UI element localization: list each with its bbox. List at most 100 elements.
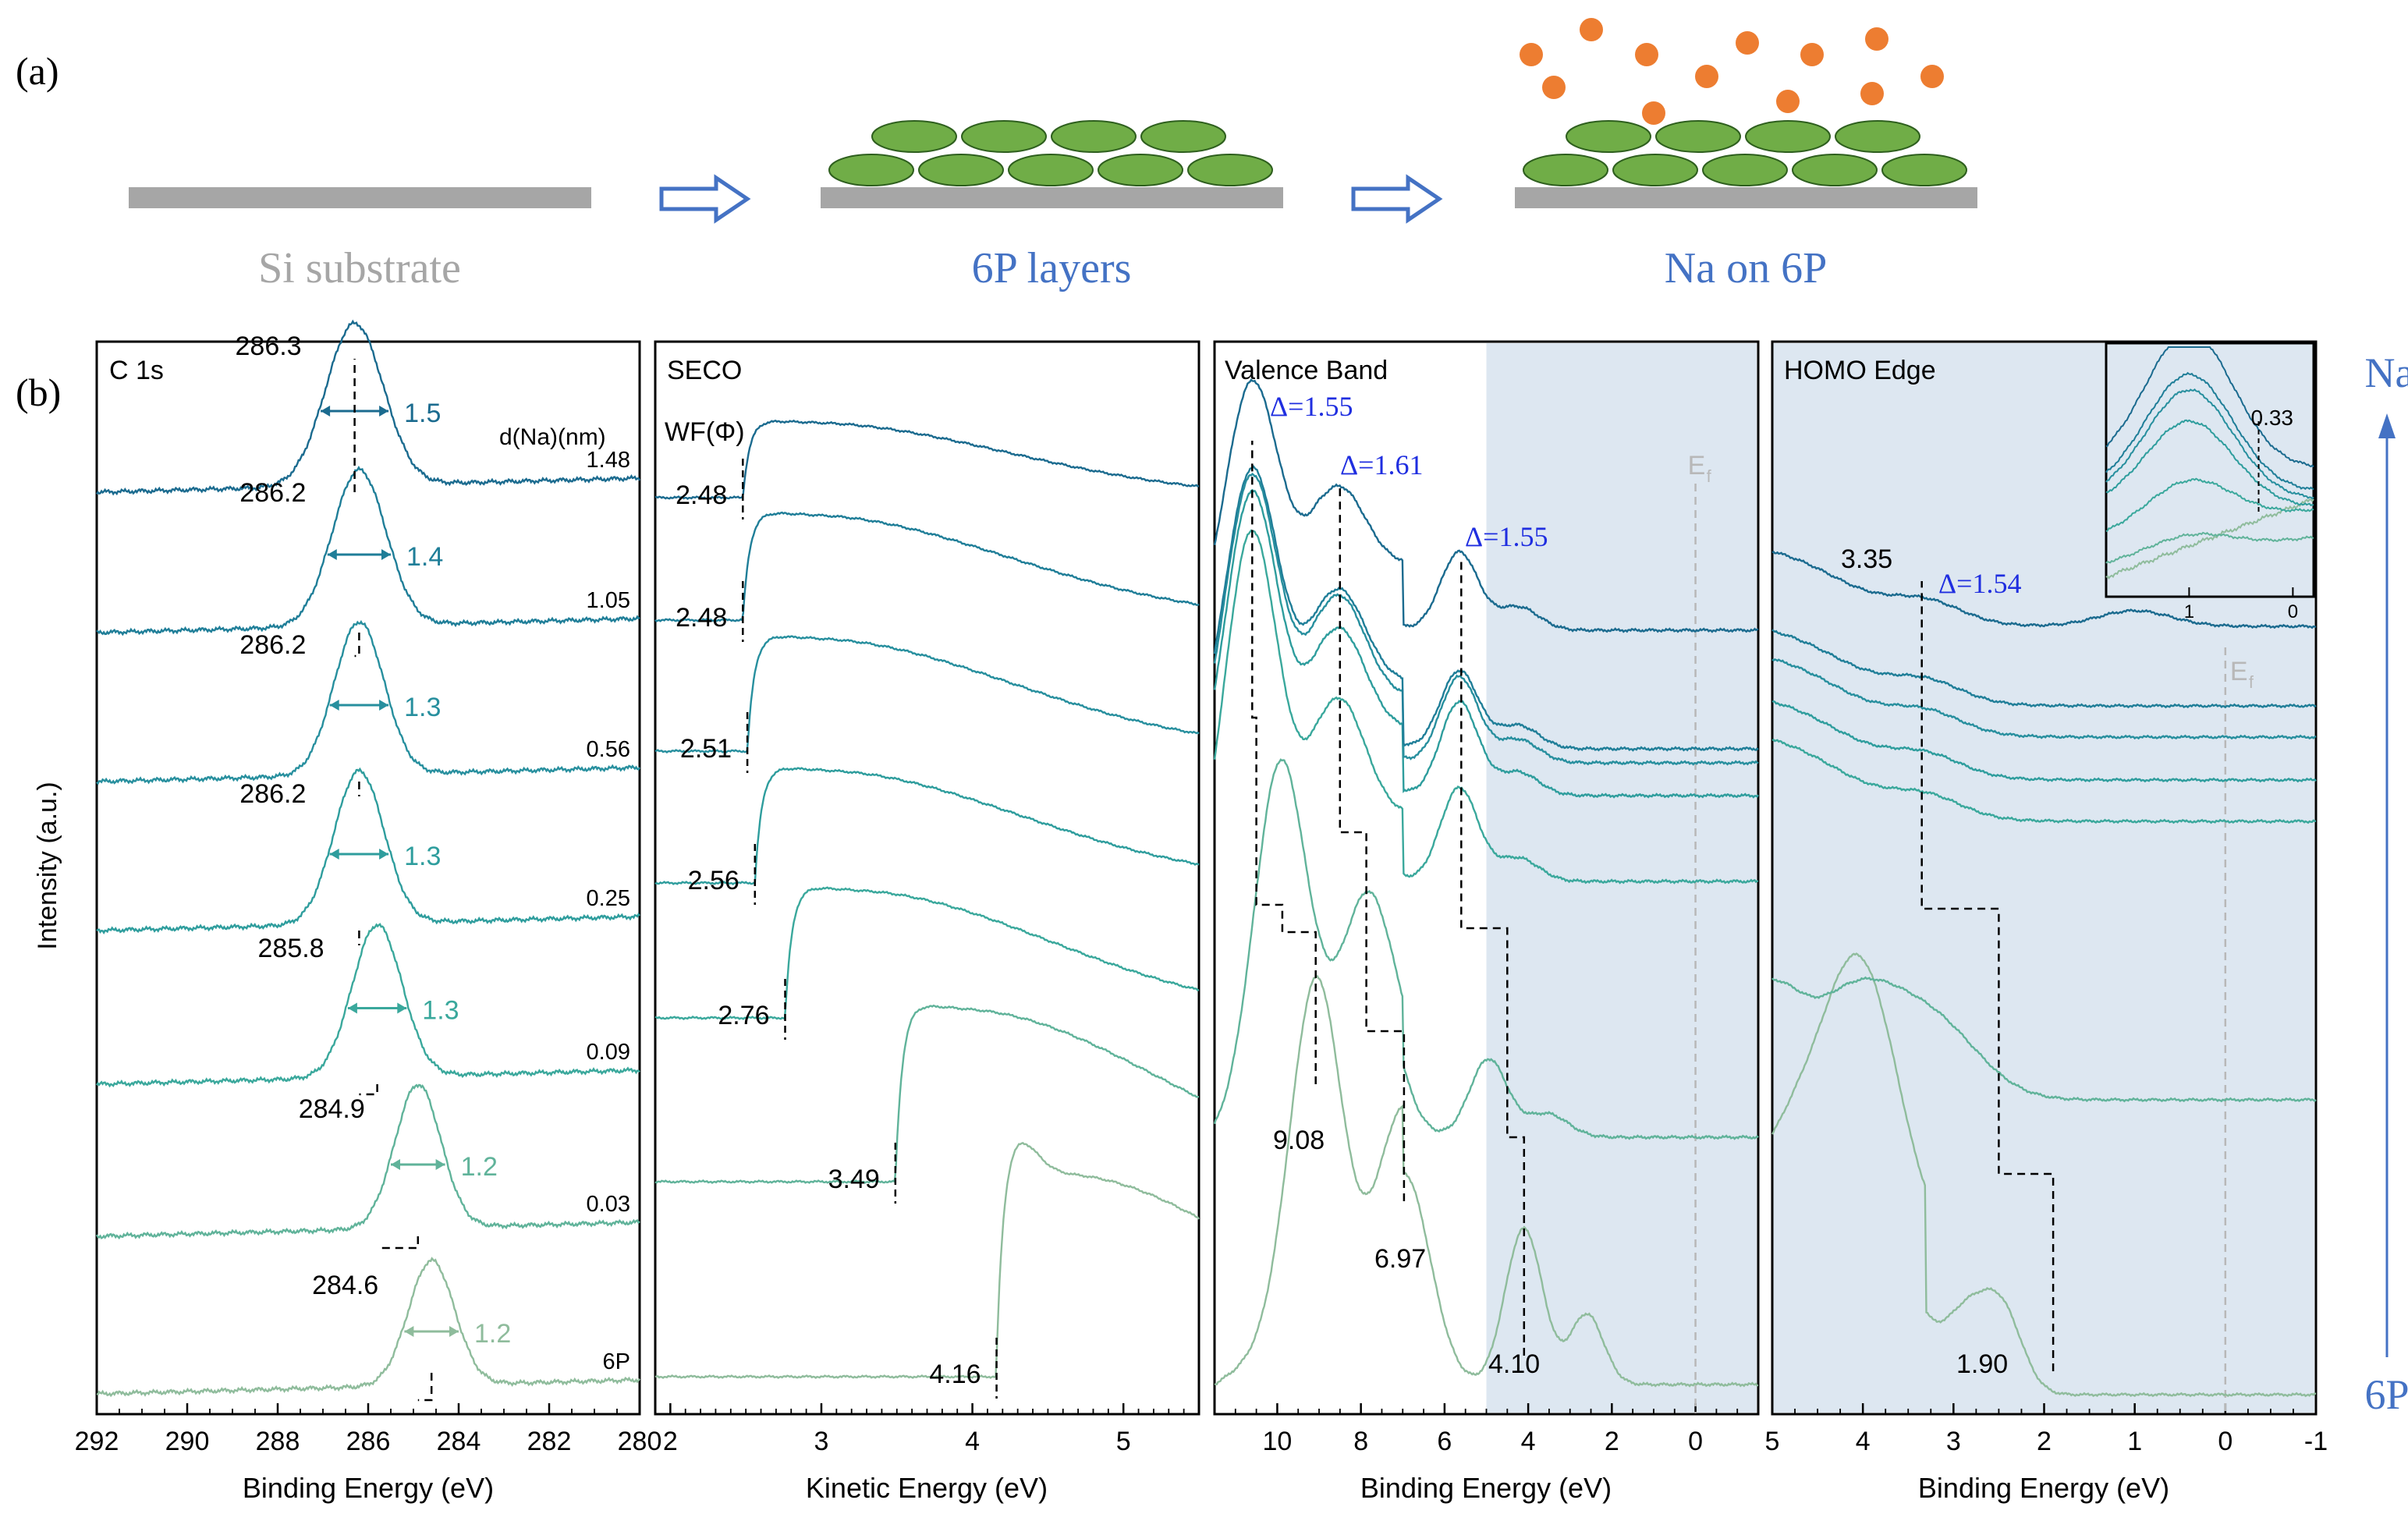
valence-delta-label: Δ=1.55	[1270, 391, 1353, 422]
valence-series-1.48	[1213, 378, 1759, 633]
homo-series-0.56	[1771, 658, 2317, 740]
molecule-ellipse	[1835, 120, 1920, 153]
valence-series-0.03	[1213, 758, 1759, 1140]
c1s-frame	[95, 340, 641, 1416]
x-tick-label: 8	[1353, 1427, 1368, 1456]
homo-edge-label: 1.90	[1956, 1349, 2008, 1379]
c1s-annotations: 6P 284.6 1.2 0.03 284.9 1.2 0.09 285.8 1.3 0.25 28…	[236, 332, 630, 1402]
x-tick-label: 286	[346, 1427, 391, 1456]
sodium-atoms	[1520, 18, 1944, 125]
inset-series-6P	[2105, 498, 2314, 580]
c1s-peak-label: 284.6	[312, 1271, 378, 1300]
x-tick-label: 2	[663, 1427, 678, 1456]
x-tick-label: 0	[2218, 1427, 2232, 1456]
y-axis-label: Intensity (a.u.)	[33, 782, 62, 949]
molecule-ellipse	[1881, 154, 1967, 186]
c1s-fwhm-label: 1.3	[422, 996, 459, 1026]
molecule-ellipse	[961, 120, 1047, 153]
valence-curves	[1213, 378, 1759, 1388]
inset-tick-label: 0	[2288, 601, 2298, 622]
seco-cutoff-label: 2.56	[688, 866, 739, 895]
x-tick-label: 4	[965, 1427, 980, 1456]
x-tick-label: 4	[1521, 1427, 1536, 1456]
c1s-title: C 1s	[109, 356, 164, 385]
molecule-ellipse	[1745, 120, 1831, 153]
inset-annotations: 0.33 1 0	[2184, 406, 2298, 622]
molecule-ellipse	[1655, 120, 1741, 153]
c1s-x-label: Binding Energy (eV)	[243, 1472, 494, 1504]
process-arrow-icon-2	[1351, 174, 1443, 224]
valence-series-0.25	[1213, 488, 1759, 799]
homo-series-0.25	[1771, 700, 2317, 783]
x-tick-label: 288	[256, 1427, 300, 1456]
sodium-atom	[1860, 82, 1884, 105]
seco-series-1.48	[654, 419, 1200, 501]
c1s-panel: C 1s d(Na)(nm) 292 290 288 286 284 282 280 6P 2…	[75, 319, 662, 1504]
molecule-ellipse	[1051, 120, 1137, 153]
c1s-series-label: 6P	[603, 1349, 630, 1374]
homo-series-1.05	[1771, 629, 2317, 709]
sodium-atom	[1580, 18, 1603, 41]
stage-label-6p: 6P layers	[972, 244, 1132, 292]
valence-peak-label: 6.97	[1374, 1244, 1426, 1274]
seco-x-axis: 2 3 4 5	[663, 1403, 1200, 1456]
homo-annotations: 1.90 3.35 Δ=1.54	[1841, 544, 2055, 1379]
substrate-bar-3	[1515, 187, 1977, 208]
x-tick-label: 4	[1856, 1427, 1871, 1456]
seco-cutoff-label: 2.48	[676, 603, 727, 633]
seco-series-0.25	[654, 767, 1200, 886]
seco-legend-title: WF(Φ)	[665, 417, 745, 447]
c1s-peak-label: 286.2	[239, 630, 306, 660]
valence-delta-label: Δ=1.55	[1465, 521, 1548, 552]
molecule-ellipse	[1792, 154, 1878, 186]
x-tick-label: 3	[1946, 1427, 1961, 1456]
c1s-series-label: 0.25	[587, 886, 630, 911]
homo-edge-guide	[1920, 581, 2055, 1371]
sodium-atom	[1695, 65, 1718, 88]
seco-series-1.05	[654, 511, 1200, 622]
seco-cutoff-label: 2.48	[676, 480, 727, 510]
x-tick-label: 282	[527, 1427, 572, 1456]
molecule-ellipse	[871, 120, 957, 153]
c1s-series-1.48	[95, 319, 641, 496]
c1s-series-label: 1.48	[587, 448, 630, 473]
c1s-fwhm-label: 1.5	[404, 399, 441, 428]
side-arrow-bottom-label: 6P	[2364, 1371, 2408, 1418]
seco-cutoff-label: 3.49	[828, 1165, 880, 1194]
seco-series-0.56	[654, 635, 1200, 754]
seco-title: SECO	[667, 356, 742, 385]
homo-series-0.03	[1771, 976, 2317, 1103]
sodium-atom	[1520, 43, 1543, 66]
inset-series-0.03	[2105, 531, 2314, 564]
c1s-x-axis: 292 290 288 286 284 282 280	[75, 1403, 662, 1456]
seco-x-label: Kinetic Energy (eV)	[806, 1472, 1048, 1504]
x-tick-label: 292	[75, 1427, 119, 1456]
molecule-ellipse	[1098, 154, 1183, 186]
inset-tick-label: 1	[2184, 601, 2194, 622]
x-tick-label: 6	[1437, 1427, 1452, 1456]
c1s-series-label: 0.03	[587, 1192, 630, 1217]
c1s-fwhm-label: 1.4	[406, 542, 443, 572]
molecule-ellipse	[918, 154, 1004, 186]
x-tick-label: 2	[1605, 1427, 1619, 1456]
valence-x-axis: 10 8 6 4 2 0	[1234, 1403, 1739, 1456]
seco-cutoff-label: 4.16	[929, 1360, 981, 1389]
valence-series-0.56	[1213, 472, 1759, 766]
c1s-fwhm-label: 1.3	[404, 693, 441, 722]
c1s-peak-label: 285.8	[258, 934, 324, 963]
homo-series-1.48	[1771, 550, 2317, 629]
molecule-ellipse	[1187, 154, 1273, 186]
homo-fermi-subscript: f	[2249, 672, 2254, 692]
c1s-peak-guide	[353, 359, 433, 1402]
sodium-atom	[1642, 101, 1665, 125]
inset-background	[2106, 343, 2314, 597]
stage-label-na: Na on 6P	[1665, 244, 1827, 292]
c1s-series-6P	[96, 1257, 640, 1398]
side-arrow: Na 6P	[2364, 349, 2408, 1418]
sodium-atom	[1920, 65, 1944, 88]
seco-annotations: 4.16 3.49 2.76 2.56 2.51 2.48 2.48	[676, 459, 998, 1399]
x-tick-label: 280	[618, 1427, 662, 1456]
c1s-series-0.56	[96, 619, 641, 785]
c1s-peak-label: 286.3	[236, 332, 302, 361]
c1s-series-0.09	[95, 923, 640, 1088]
